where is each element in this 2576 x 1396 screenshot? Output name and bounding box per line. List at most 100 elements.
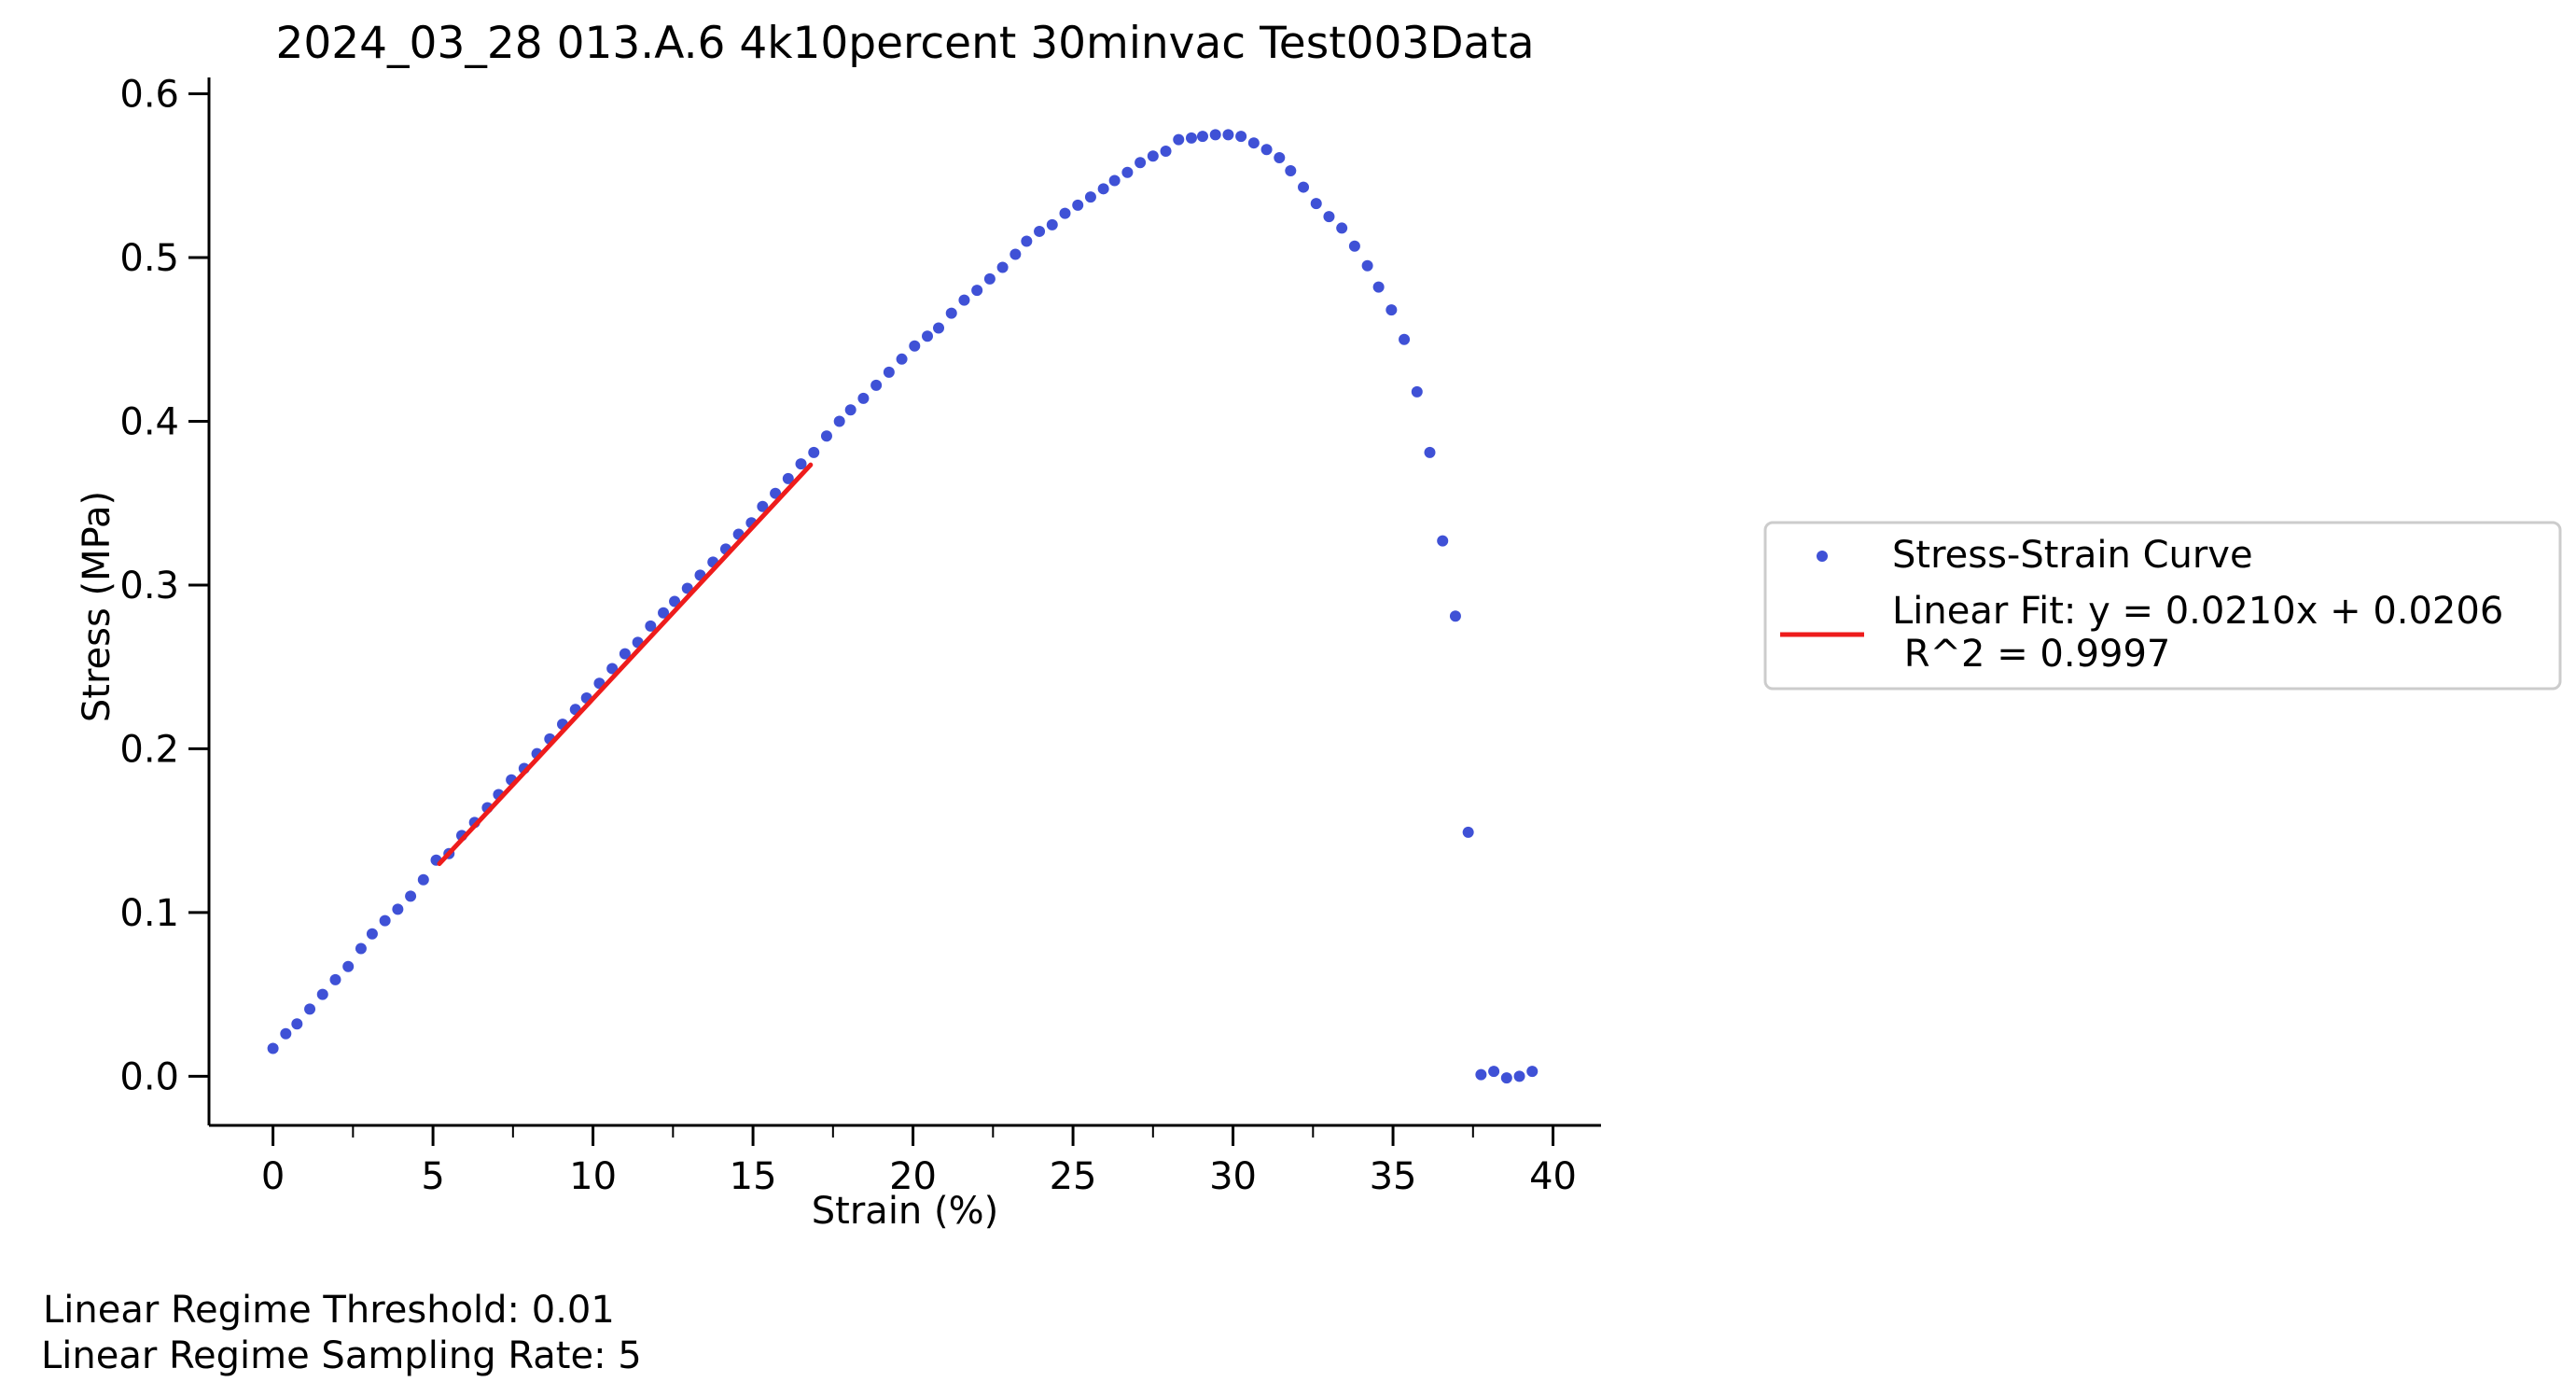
data-point (883, 366, 895, 378)
y-tick-label: 0.4 (119, 400, 179, 443)
data-point (1488, 1066, 1500, 1078)
legend-marker-scatter (1817, 551, 1828, 562)
data-point (1526, 1066, 1539, 1078)
data-point (1010, 248, 1022, 260)
data-point (1021, 235, 1033, 247)
data-point (645, 620, 657, 632)
data-point (1310, 198, 1322, 210)
data-point (808, 446, 820, 458)
data-point (1185, 132, 1197, 144)
data-point (1462, 826, 1474, 838)
data-point (922, 330, 934, 342)
plot-area (267, 129, 1539, 1084)
data-point (844, 404, 856, 416)
data-point (280, 1027, 292, 1040)
data-point (1084, 191, 1096, 203)
data-point (606, 663, 619, 675)
x-tick-label: 15 (730, 1155, 777, 1198)
data-point (971, 285, 983, 297)
legend-label-linear-fit: Linear Fit: y = 0.0210x + 0.0206 R^2 = 0… (1892, 590, 2503, 676)
x-tick-label: 5 (421, 1155, 444, 1198)
data-point (316, 988, 328, 1000)
y-axis-ticks: 0.0 0.1 0.2 0.3 0.4 0.5 0.6 (119, 74, 209, 1098)
data-point (896, 353, 908, 365)
data-point (1500, 1072, 1512, 1084)
data-point (1235, 131, 1247, 143)
data-point (1274, 151, 1286, 163)
data-point (996, 261, 1009, 273)
data-point (1475, 1068, 1487, 1081)
data-point (1147, 150, 1159, 162)
data-point (958, 294, 970, 306)
y-tick-label: 0.5 (119, 237, 179, 280)
data-point (658, 607, 670, 619)
data-point (870, 379, 883, 391)
data-point (1097, 183, 1109, 195)
data-point (1285, 165, 1297, 177)
data-point (342, 960, 355, 972)
linear-fit-line (437, 462, 814, 867)
legend-frame (1763, 521, 2562, 691)
data-point (267, 1042, 279, 1054)
x-tick-label: 25 (1050, 1155, 1097, 1198)
data-point (1260, 144, 1273, 156)
y-tick-label: 0.3 (119, 565, 179, 607)
data-point (782, 472, 794, 484)
data-point (1385, 304, 1398, 316)
data-point (983, 272, 996, 285)
data-point (770, 487, 782, 499)
data-point (1298, 181, 1310, 193)
data-point (795, 458, 807, 470)
data-point (1361, 259, 1373, 272)
data-point (1437, 535, 1449, 547)
data-point (1411, 385, 1423, 398)
x-tick-label: 40 (1529, 1155, 1577, 1198)
y-axis-label: Stress (MPa) (76, 491, 118, 722)
data-point (619, 648, 631, 660)
legend: Stress-Strain Curve Linear Fit: y = 0.02… (1763, 521, 2562, 691)
x-tick-label: 0 (261, 1155, 285, 1198)
x-tick-label: 20 (889, 1155, 937, 1198)
data-point (945, 307, 957, 319)
data-point (1034, 225, 1046, 237)
data-point (392, 903, 404, 915)
data-point (1399, 333, 1411, 345)
data-point (1348, 240, 1360, 252)
x-tick-label: 35 (1370, 1155, 1417, 1198)
data-point (1173, 133, 1185, 146)
data-point (1209, 129, 1221, 141)
data-point (857, 392, 870, 404)
data-point (1121, 166, 1134, 178)
data-point (304, 1003, 316, 1015)
linear-regime-sampling-rate-note: Linear Regime Sampling Rate: 5 (41, 1334, 642, 1377)
y-tick-label: 0.6 (119, 74, 179, 117)
x-axis-label: Strain (%) (812, 1190, 998, 1233)
y-tick-label: 0.2 (119, 728, 179, 771)
data-point (757, 500, 769, 512)
data-point (1336, 222, 1348, 234)
data-point (1072, 199, 1084, 211)
data-point (366, 928, 378, 940)
data-point (1196, 131, 1208, 143)
data-point (1160, 145, 1172, 157)
data-point (1513, 1070, 1525, 1082)
data-point (329, 973, 341, 985)
data-point (1323, 211, 1335, 223)
data-point (291, 1018, 303, 1030)
data-point (909, 340, 921, 352)
data-point (355, 942, 367, 955)
x-axis-ticks: 0 5 10 15 20 25 30 35 40 (261, 1125, 1577, 1198)
data-point (1449, 610, 1461, 622)
chart-title: 2024_03_28 013.A.6 4k10percent 30minvac … (275, 18, 1534, 69)
data-point (1135, 157, 1147, 169)
data-point (417, 873, 429, 886)
data-point (820, 430, 832, 442)
data-point (1372, 281, 1385, 293)
x-tick-label: 10 (569, 1155, 617, 1198)
legend-label-line: Linear Fit: y = 0.0210x + 0.0206 (1892, 590, 2503, 633)
y-tick-label: 0.0 (119, 1055, 179, 1098)
y-tick-label: 0.1 (119, 892, 179, 935)
data-point (833, 415, 845, 427)
linear-regime-threshold-note: Linear Regime Threshold: 0.01 (43, 1289, 615, 1332)
